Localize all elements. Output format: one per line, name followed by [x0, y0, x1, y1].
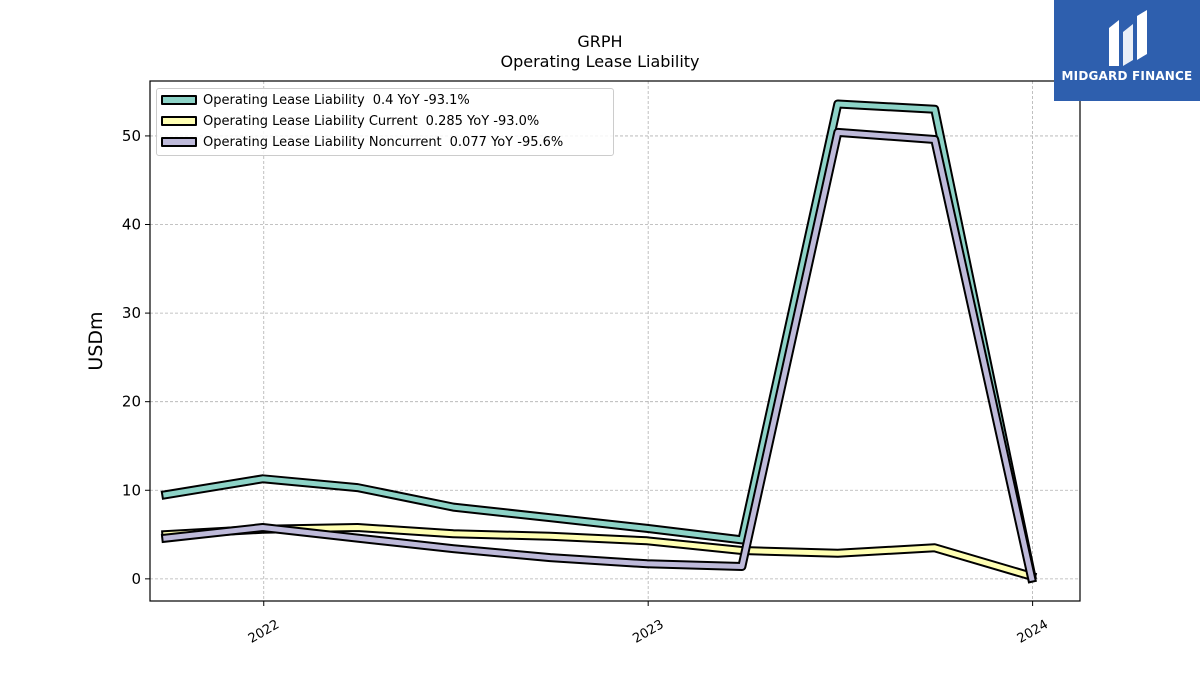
legend-value: 0.4 [372, 92, 394, 108]
chart-subtitle: Operating Lease Liability [500, 52, 700, 71]
series-line [163, 129, 1035, 582]
legend-value: 0.285 [425, 113, 463, 129]
chart-title: GRPH [577, 32, 623, 51]
brand-name: MIDGARD FINANCE [1061, 69, 1193, 83]
series-1 [160, 99, 1037, 581]
y-tick-label: 0 [131, 570, 141, 588]
legend-swatch [161, 116, 197, 126]
legend-label: Operating Lease Liability Noncurrent [203, 134, 442, 150]
y-tick-label: 30 [122, 304, 141, 322]
legend-item-operating-lease-liability-current: Operating Lease Liability Current 0.285 … [161, 113, 539, 129]
series-lines [160, 99, 1038, 584]
axes: 0 10 20 30 40 50 2022 2023 2024 [122, 127, 1051, 647]
legend-swatch [161, 137, 197, 147]
y-tick-label: 50 [122, 127, 141, 145]
legend-yoy: YoY -93.0% [467, 113, 540, 129]
series-line [162, 101, 1035, 579]
legend-value: 0.077 [449, 134, 487, 150]
series-line-outline [160, 99, 1037, 581]
x-tick-label: 2024 [1015, 617, 1051, 647]
y-tick-label: 20 [122, 393, 141, 411]
series-3 [160, 127, 1037, 584]
legend-yoy: YoY -93.1% [397, 92, 470, 108]
series-line-outline [160, 127, 1037, 584]
plot-area-frame [149, 80, 1081, 602]
legend-label: Operating Lease Liability Current [203, 113, 418, 129]
midgard-logo-icon [1109, 10, 1147, 66]
legend-label: Operating Lease Liability [203, 92, 365, 108]
x-tick-label: 2023 [630, 617, 666, 647]
legend-item-operating-lease-liability-noncurrent: Operating Lease Liability Noncurrent 0.0… [161, 134, 563, 150]
y-axis-label: USDm [85, 311, 107, 370]
chart-legend: Operating Lease Liability 0.4 YoY -93.1%… [156, 88, 614, 156]
legend-item-operating-lease-liability: Operating Lease Liability 0.4 YoY -93.1% [161, 92, 470, 108]
y-tick-label: 40 [122, 216, 141, 234]
legend-swatch [161, 95, 197, 105]
brand-logo: MIDGARD FINANCE [1054, 0, 1200, 101]
legend-yoy: YoY -95.6% [491, 134, 564, 150]
y-tick-label: 10 [122, 481, 141, 499]
x-tick-label: 2022 [246, 617, 282, 647]
